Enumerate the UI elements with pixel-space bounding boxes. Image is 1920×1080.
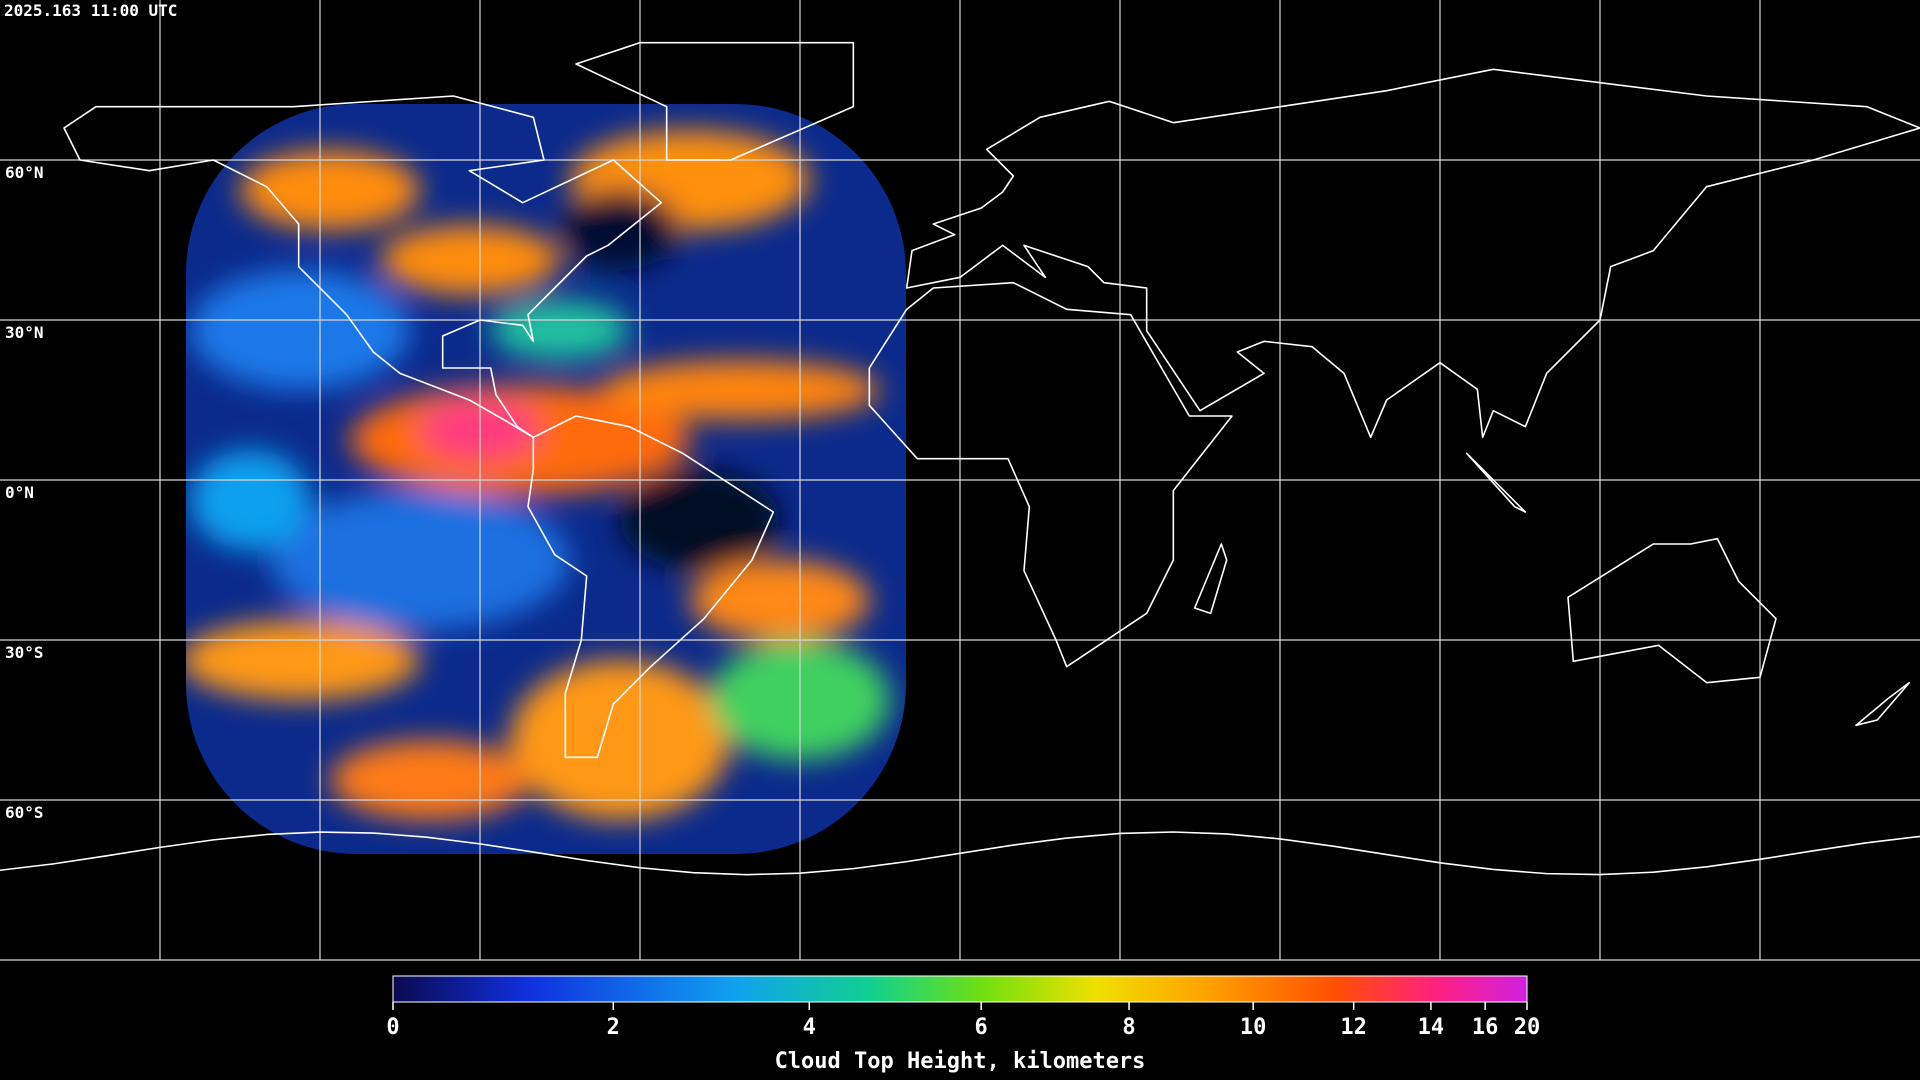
colorbar-tick-label: 12 [1340,1015,1367,1040]
coastlines [0,41,1920,876]
colorbar-tick-label: 8 [1122,1015,1135,1040]
coastline [1465,452,1527,513]
coastline [0,831,1920,876]
coastline [1567,537,1777,684]
coastline [1855,681,1911,727]
colorbar-tick-label: 10 [1240,1015,1267,1040]
coastline [527,415,775,759]
colorbar-tick-label: 14 [1418,1015,1445,1040]
colorbar-tick-label: 4 [803,1015,816,1040]
colorbar-tick-label: 0 [386,1015,399,1040]
cloud-image [186,104,906,854]
graticule: 60°N 30°N 0°N 30°S 60°S [0,0,1920,961]
colorbar-tick-label: 20 [1514,1015,1541,1040]
colorbar-title: Cloud Top Height, kilometers [775,1049,1146,1074]
coastline [1193,543,1228,615]
lat-label: 60°S [5,803,44,822]
colorbar-tick-label: 2 [607,1015,620,1040]
lat-label: 30°N [5,323,44,342]
lat-label: 60°N [5,163,44,182]
colorbar [392,975,1528,1003]
lat-label: 0°N [5,483,34,502]
coastline [575,41,855,161]
lat-label: 30°S [5,643,44,662]
timestamp: 2025.163 11:00 UTC [4,1,177,20]
colorbar-tick-label: 6 [975,1015,988,1040]
colorbar-tick-label: 16 [1472,1015,1499,1040]
coastline [63,95,663,439]
coastline [868,281,1233,668]
coastline [905,68,1920,439]
